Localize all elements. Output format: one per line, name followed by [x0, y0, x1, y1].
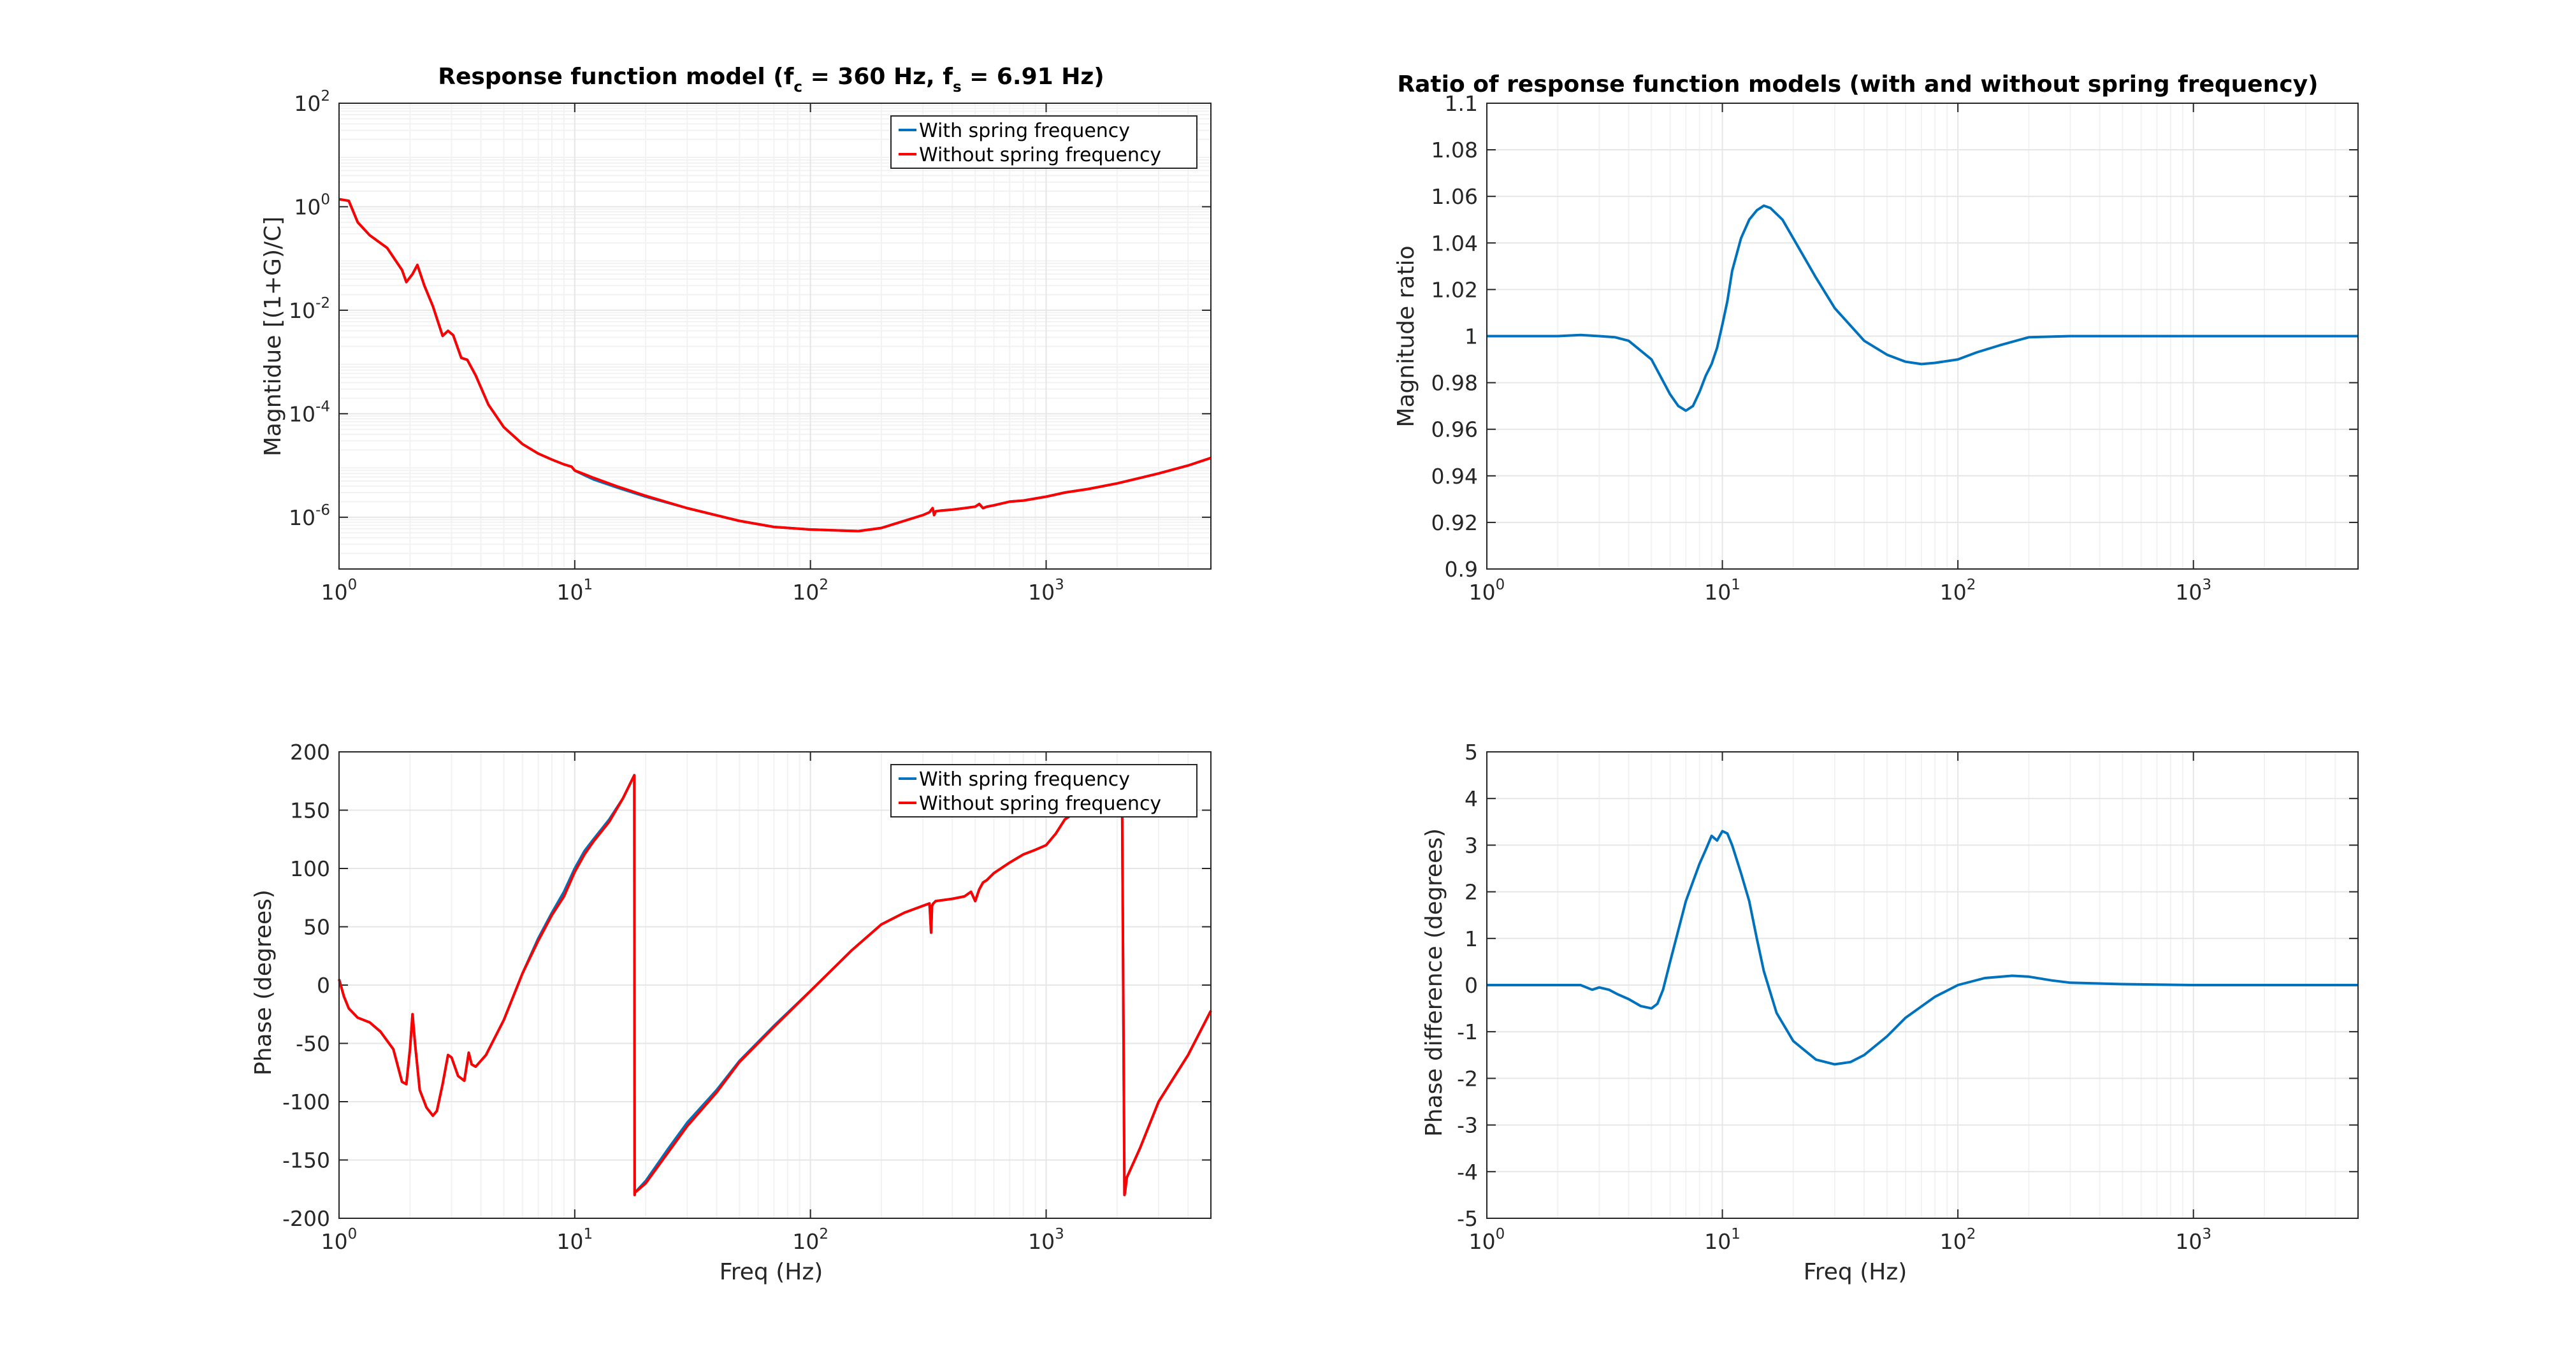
phase-plot: 100 101 102 103 -200 -150 -100 -50 0 50 100 150 200 W…	[282, 740, 1212, 1254]
x-tick-label: 100	[321, 1226, 358, 1254]
y-tick-label: -3	[1457, 1113, 1478, 1138]
y-tick-label: -50	[296, 1032, 330, 1056]
y-tick-label: 1.02	[1431, 277, 1478, 302]
y-tick-label: -150	[282, 1148, 330, 1173]
legend-label: Without spring frequency	[919, 793, 1161, 815]
y-tick-label: 4	[1465, 786, 1478, 811]
legend-box	[890, 115, 1198, 169]
x-tick-label: 101	[1704, 577, 1740, 605]
y-tick-label: 0.96	[1431, 417, 1478, 442]
y-tick-label: 150	[290, 798, 330, 823]
y-tick-label: 0.98	[1431, 371, 1478, 396]
y-tick-label: 1.06	[1431, 184, 1478, 209]
y-tick-label: 0.94	[1431, 464, 1478, 489]
y-tick-label: 1.04	[1431, 231, 1478, 256]
y-tick-label: 5	[1465, 740, 1478, 765]
y-tick-label: -1	[1457, 1019, 1478, 1044]
magnitude-plot-title: Response function model (fc = 360 Hz, fs…	[438, 64, 1104, 96]
x-tick-label: 100	[1469, 577, 1505, 605]
y-tick-label: 0.92	[1431, 510, 1478, 535]
y-tick-label: 10-6	[289, 502, 330, 530]
y-tick-label: 0	[1465, 973, 1478, 998]
axes-box	[1486, 751, 2359, 1219]
y-tick-label: 200	[290, 740, 330, 765]
y-tick-label: -2	[1457, 1066, 1478, 1091]
series-line-with-spring	[1487, 204, 2358, 412]
y-tick-label: 0.9	[1445, 557, 1478, 582]
y-tick-label: 1	[1465, 324, 1478, 349]
ratio-plot-title: Ratio of response function models (with …	[1397, 71, 2318, 97]
y-tick-label: -4	[1457, 1160, 1478, 1185]
series-line-without-spring	[338, 774, 1212, 1197]
y-tick-label: -100	[282, 1090, 330, 1114]
y-tick-label: 100	[294, 191, 330, 219]
y-tick-label: 50	[303, 915, 330, 940]
y-tick-label: 1.1	[1445, 91, 1478, 116]
series-line-without-spring	[338, 198, 1212, 533]
ratio-ylabel: Magnitude ratio	[1393, 245, 1419, 427]
legend-label: Without spring frequency	[919, 144, 1161, 166]
magnitude-plot: 100 101 102 103 10-6 10-4 10-2 100 102 With sprin…	[289, 88, 1212, 605]
y-tick-label: 102	[294, 88, 330, 116]
y-tick-label: -200	[282, 1206, 330, 1231]
y-tick-label: 0	[317, 973, 330, 998]
x-tick-label: 102	[1940, 577, 1976, 605]
y-tick-label: 10-2	[289, 295, 330, 323]
legend-label: With spring frequency	[919, 768, 1130, 791]
y-tick-label: 10-4	[289, 398, 330, 426]
x-tick-label: 101	[1704, 1226, 1740, 1254]
phase-difference-plot: 100 101 102 103 -5 -4 -3 -2 -1 0 1 2 3 4 5	[1457, 740, 2359, 1254]
x-tick-label: 102	[792, 1226, 829, 1254]
phase-difference-ylabel: Phase difference (degrees)	[1421, 828, 1447, 1137]
ratio-plot: 100 101 102 103 0.9 0.92 0.94 0.96 0.98 1 1.02 1.04…	[1431, 91, 2359, 605]
axes-box	[338, 103, 1212, 570]
x-tick-label: 101	[557, 1226, 593, 1254]
legend-box	[890, 764, 1198, 817]
plot-area	[339, 103, 1211, 569]
legend-label: With spring frequency	[919, 120, 1130, 142]
x-tick-label: 103	[1028, 577, 1064, 605]
axes-box	[338, 751, 1212, 1219]
x-tick-label: 102	[1940, 1226, 1976, 1254]
axes-box	[1486, 103, 2359, 570]
x-tick-label: 100	[1469, 1226, 1505, 1254]
y-tick-label: 100	[290, 856, 330, 881]
y-tick-label: 2	[1465, 880, 1478, 905]
x-tick-label: 103	[2175, 1226, 2211, 1254]
magnitude-ylabel: Magntidue [(1+G)/C]	[260, 217, 286, 457]
y-tick-label: 1	[1465, 926, 1478, 951]
x-tick-label: 100	[321, 577, 358, 605]
y-tick-label: 1.08	[1431, 138, 1478, 162]
x-tick-label: 102	[792, 577, 829, 605]
x-tick-label: 103	[2175, 577, 2211, 605]
y-tick-label: 3	[1465, 833, 1478, 858]
y-tick-label: -5	[1457, 1206, 1478, 1231]
x-tick-label: 103	[1028, 1226, 1064, 1254]
x-tick-label: 101	[557, 577, 593, 605]
phase-xlabel: Freq (Hz)	[720, 1259, 823, 1285]
phase-difference-xlabel: Freq (Hz)	[1804, 1259, 1907, 1285]
phase-ylabel: Phase (degrees)	[250, 889, 277, 1076]
series-line-with-spring	[1487, 830, 2358, 1066]
